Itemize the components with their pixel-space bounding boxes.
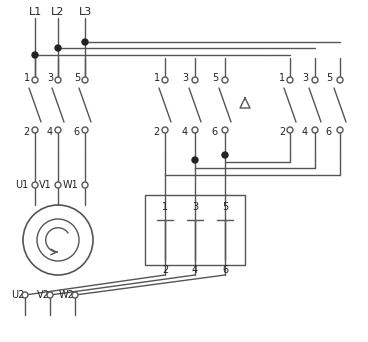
Text: 1: 1 [24,73,30,83]
Text: W1: W1 [62,180,78,190]
Text: 5: 5 [222,202,228,212]
Text: 4: 4 [47,127,53,137]
Text: 1: 1 [279,73,285,83]
Circle shape [82,127,88,133]
Text: L2: L2 [51,7,65,17]
Text: 1: 1 [162,202,168,212]
Text: L3: L3 [78,7,92,17]
Circle shape [192,77,198,83]
Circle shape [337,77,343,83]
Circle shape [222,127,228,133]
Text: 6: 6 [326,127,332,137]
Circle shape [312,127,318,133]
Circle shape [162,127,168,133]
Text: 3: 3 [302,73,308,83]
Text: 4: 4 [192,265,198,275]
Circle shape [192,127,198,133]
Circle shape [55,45,61,51]
Circle shape [55,182,61,188]
Text: 2: 2 [154,127,160,137]
Text: 3: 3 [182,73,188,83]
Circle shape [287,127,293,133]
Circle shape [287,77,293,83]
Circle shape [55,127,61,133]
Circle shape [72,292,78,298]
Circle shape [337,127,343,133]
Circle shape [32,182,38,188]
Circle shape [192,157,198,163]
Text: 4: 4 [302,127,308,137]
Text: W2: W2 [59,290,75,300]
Text: 2: 2 [162,265,168,275]
Text: 3: 3 [47,73,53,83]
Text: V2: V2 [37,290,50,300]
Circle shape [32,77,38,83]
Text: 4: 4 [182,127,188,137]
Circle shape [22,292,28,298]
Text: 3: 3 [192,202,198,212]
Text: 6: 6 [222,265,228,275]
Text: U1: U1 [15,180,28,190]
Text: 6: 6 [212,127,218,137]
Circle shape [32,127,38,133]
Text: 5: 5 [212,73,218,83]
Circle shape [222,77,228,83]
Circle shape [222,152,228,158]
Text: 1: 1 [154,73,160,83]
Text: U2: U2 [12,290,25,300]
Text: V1: V1 [39,180,52,190]
Text: 5: 5 [74,73,80,83]
Text: L1: L1 [28,7,42,17]
Circle shape [55,77,61,83]
Circle shape [162,77,168,83]
Circle shape [82,77,88,83]
Text: 6: 6 [74,127,80,137]
Circle shape [32,52,38,58]
Circle shape [82,39,88,45]
Text: 5: 5 [326,73,332,83]
Circle shape [312,77,318,83]
Text: 2: 2 [279,127,285,137]
Circle shape [82,182,88,188]
Circle shape [47,292,53,298]
Text: 2: 2 [24,127,30,137]
